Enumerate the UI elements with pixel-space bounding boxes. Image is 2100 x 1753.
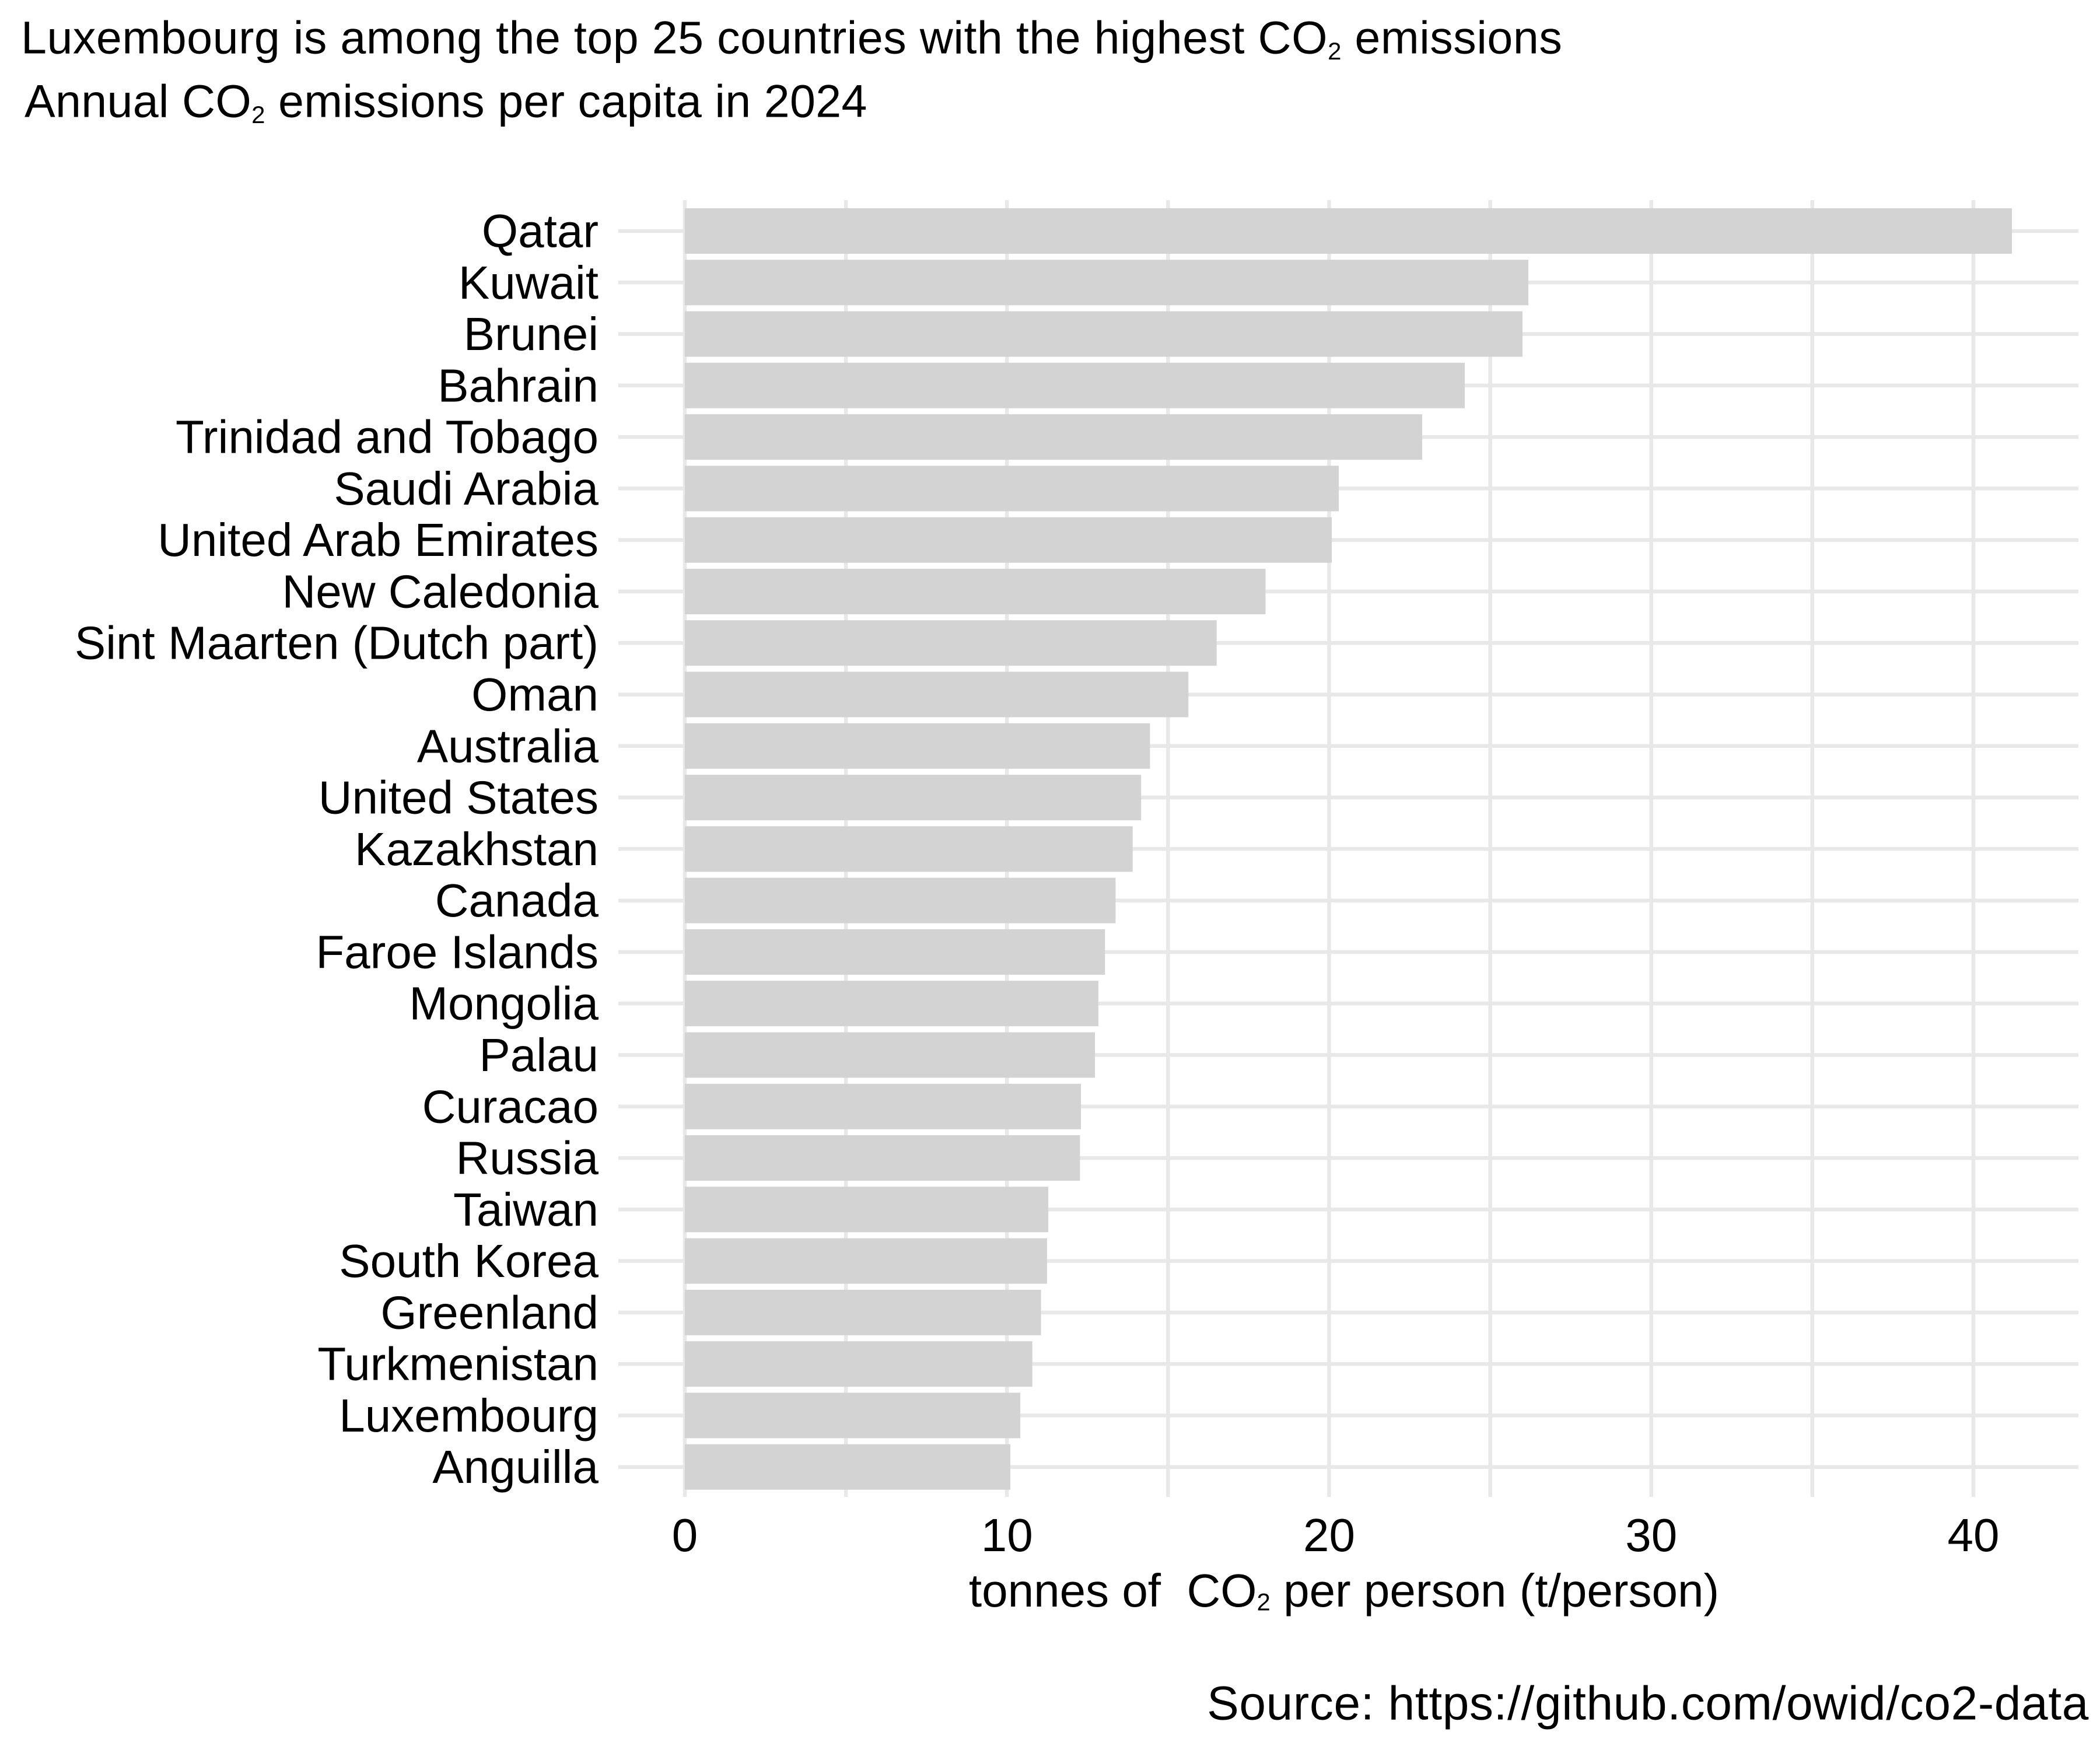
svg-text:United States: United States — [318, 772, 598, 824]
svg-text:Qatar: Qatar — [482, 205, 598, 257]
svg-text:Saudi Arabia: Saudi Arabia — [334, 463, 598, 515]
svg-text:Turkmenistan: Turkmenistan — [317, 1338, 598, 1390]
svg-text:tonnes of CO2 per person (t/p: tonnes of CO2 per person (t/person) — [969, 1565, 1719, 1616]
svg-text:Oman: Oman — [471, 669, 598, 720]
svg-text:Bahrain: Bahrain — [438, 359, 598, 411]
svg-text:Greenland: Greenland — [380, 1286, 598, 1338]
svg-text:Taiwan: Taiwan — [453, 1184, 598, 1236]
svg-text:Australia: Australia — [417, 720, 599, 772]
svg-text:0: 0 — [672, 1509, 698, 1561]
svg-text:Canada: Canada — [435, 874, 599, 926]
svg-text:South Korea: South Korea — [339, 1235, 598, 1287]
svg-text:Sint Maarten (Dutch part): Sint Maarten (Dutch part) — [75, 617, 598, 669]
svg-text:Russia: Russia — [456, 1132, 598, 1184]
svg-text:Curacao: Curacao — [422, 1080, 598, 1132]
svg-text:Brunei: Brunei — [464, 308, 598, 360]
svg-text:Kuwait: Kuwait — [459, 257, 598, 309]
svg-text:30: 30 — [1625, 1509, 1677, 1561]
svg-text:20: 20 — [1303, 1509, 1355, 1561]
svg-text:Luxembourg: Luxembourg — [339, 1390, 598, 1441]
svg-text:10: 10 — [981, 1509, 1033, 1561]
svg-text:Kazakhstan: Kazakhstan — [355, 823, 598, 875]
svg-text:Mongolia: Mongolia — [409, 978, 598, 1030]
svg-text:Annual CO2 emissions per capit: Annual CO2 emissions per capita in 2024 — [24, 75, 867, 129]
svg-text:Trinidad and Tobago: Trinidad and Tobago — [176, 411, 598, 463]
svg-text:Source: https://github.com/owi: Source: https://github.com/owid/co2-data — [1207, 1677, 2089, 1730]
svg-text:Palau: Palau — [479, 1029, 598, 1081]
svg-text:40: 40 — [1948, 1509, 2000, 1561]
svg-text:United Arab Emirates: United Arab Emirates — [158, 514, 598, 566]
svg-text:Faroe Islands: Faroe Islands — [316, 926, 598, 978]
svg-text:New Caledonia: New Caledonia — [282, 566, 598, 618]
svg-text:Luxembourg is among the top 25: Luxembourg is among the top 25 countries… — [21, 12, 1562, 65]
svg-text:Anguilla: Anguilla — [432, 1441, 598, 1493]
